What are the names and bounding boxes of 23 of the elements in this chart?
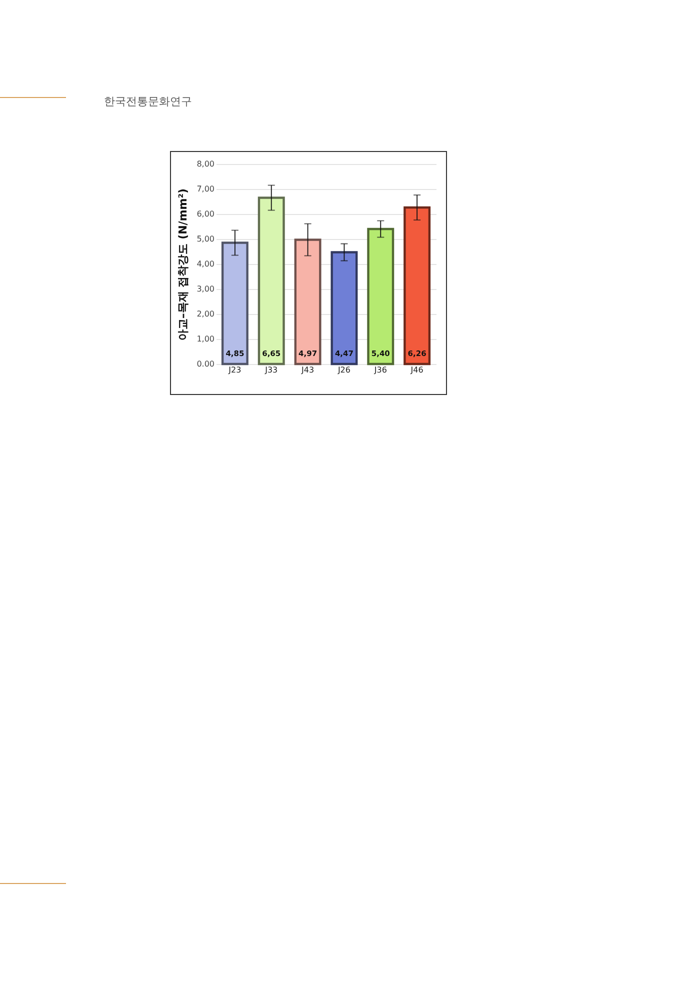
x-tick-label: J36 <box>373 366 387 374</box>
bar <box>367 228 394 366</box>
x-tick-label: J33 <box>264 366 278 374</box>
y-axis-title: 아교–목재 접착강도 (N/mm²) <box>176 188 190 341</box>
bar <box>330 251 358 366</box>
bar <box>258 196 285 366</box>
bar <box>294 238 322 366</box>
x-tick-label: J23 <box>228 366 242 374</box>
y-tick-label: 6,00 <box>196 210 214 218</box>
y-tick-label: 3,00 <box>196 284 214 294</box>
text: 한국전통문화연구 <box>104 94 192 109</box>
y-tick-label: 4,00 <box>196 260 214 268</box>
y-tick-label: 0.00 <box>196 360 214 368</box>
y-tick-label: 5,00 <box>196 234 214 244</box>
y-tick-label: 7,00 <box>196 184 214 194</box>
y-tick-label: 8,00 <box>196 160 214 168</box>
x-tick-label: J46 <box>410 366 424 374</box>
bar <box>221 242 248 366</box>
y-tick-label: 1,00 <box>196 334 214 344</box>
bar <box>404 206 431 366</box>
y-tick-label: 2,00 <box>196 310 214 318</box>
x-tick-label: J43 <box>300 366 314 374</box>
x-tick-label: J26 <box>336 366 350 374</box>
